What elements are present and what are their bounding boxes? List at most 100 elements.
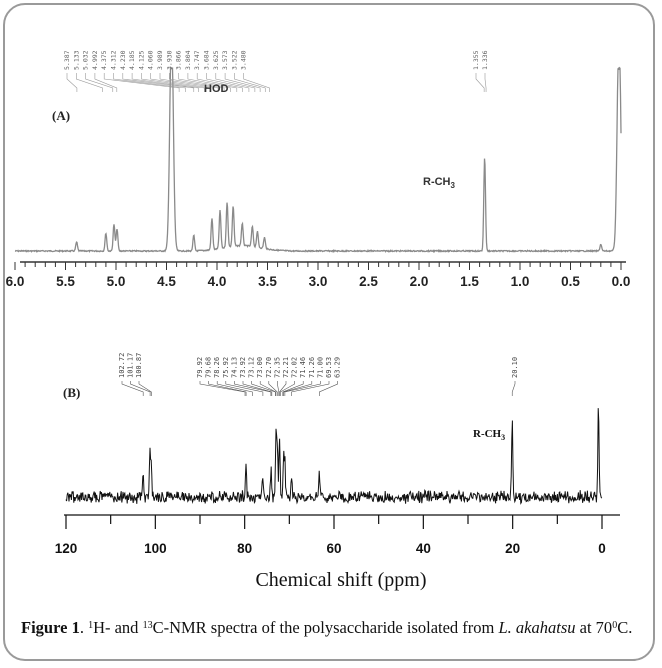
x-axis-title: Chemical shift (ppm): [255, 569, 426, 591]
panel-b-peak-label: 63.29: [334, 357, 342, 378]
panel-a-peak-label: 1.336: [481, 50, 489, 70]
panel-b-peak-label: 73.00: [256, 357, 264, 378]
panel-a-r-ch-subscript: 3: [451, 181, 456, 190]
panel-a-peak-label: 5.133: [72, 50, 80, 70]
panel-a-tick-label: 2.0: [410, 274, 429, 289]
panel-b-peak-label: 101.17: [127, 353, 135, 378]
panel-b-tick-label: 40: [416, 541, 431, 556]
panel-b-spectrum-trace: [65, 408, 603, 505]
panel-a-peak-leader: [103, 73, 180, 92]
hod-annotation: HOD: [204, 83, 229, 95]
figure-caption: Figure 1. 1H- and 13C-NMR spectra of the…: [21, 617, 641, 638]
panel-b-peak-label: 71.00: [316, 357, 324, 378]
panel-b-peak-label: 72.70: [265, 357, 273, 378]
panel-b-13c-spectrum: 120 100 80 60 40 20 0 102.72 101.17 100.87 79.92 7…: [55, 353, 620, 591]
panel-a-peak-label: 3.989: [156, 50, 164, 70]
panel-b-peak-label: 72.02: [291, 357, 299, 378]
panel-b-peak-label: 73.12: [248, 357, 256, 378]
panel-b-peak-label: 78.26: [213, 357, 221, 378]
panel-a-peak-leader: [94, 73, 118, 92]
panel-a-tick-label: 5.0: [107, 274, 126, 289]
panel-a-label: (A): [52, 108, 70, 123]
panel-b-peak-label: 72.35: [273, 357, 281, 378]
panel-b-peak-leader: [130, 381, 151, 396]
panel-a-tick-label: 4.5: [157, 274, 176, 289]
panel-b-peak-label: 72.21: [282, 357, 290, 378]
panel-b-ticks: 120 100 80 60 40 20 0: [55, 515, 606, 556]
panel-a-peak-label: 3.625: [212, 50, 220, 70]
panel-b-peak-leader: [319, 381, 338, 396]
panel-b-peak-leader: [199, 381, 246, 396]
panel-a-peak-leader: [122, 73, 195, 92]
caption-part-2: C-NMR spectra of the polysaccharide isol…: [152, 618, 499, 637]
panel-a-peak-label: 3.684: [203, 50, 211, 70]
panel-b-peak-leader: [268, 381, 278, 396]
panel-a-tick-label: 2.5: [359, 274, 378, 289]
panel-a-peak-leader: [243, 73, 270, 92]
panel-a-peak-label: 4.992: [91, 50, 99, 70]
panel-a-peak-label: 5.387: [63, 50, 71, 70]
panel-b-peak-leader: [251, 381, 276, 396]
panel-a-peak-leader: [159, 73, 219, 92]
panel-a-peak-label: 1.355: [472, 50, 480, 70]
panel-a-peak-label: 3.480: [240, 50, 248, 70]
panel-a-peak-label: 4.060: [147, 50, 155, 70]
panel-a-peak-leader: [475, 73, 485, 92]
panel-b-peak-leader: [234, 381, 272, 396]
caption-part-4: C.: [617, 618, 633, 637]
panel-b-peak-label: 71.26: [308, 357, 316, 378]
nmr-figure: 6.0 5.5 5.0 4.5 4.0 3.5 3.0 2.5 2.0 1.5 1.0 0.5 0.0 …: [6, 50, 631, 591]
panel-a-peak-leader: [206, 73, 250, 92]
panel-a-peak-leader: [196, 73, 243, 92]
panel-a-peak-label: 3.930: [165, 50, 173, 70]
panel-a-tick-label: 1.5: [460, 274, 479, 289]
panel-b-tick-label: 100: [144, 541, 167, 556]
panel-a-peak-leader: [169, 73, 225, 92]
panel-b-peak-leader: [242, 381, 273, 396]
panel-b-r-ch-subscript: 3: [501, 433, 505, 442]
panel-b-peak-label: 69.53: [325, 357, 333, 378]
panel-a-peak-label: 4.125: [137, 50, 145, 70]
panel-a-peak-label: 3.804: [184, 50, 192, 70]
panel-a-tick-label: 4.0: [208, 274, 227, 289]
panel-a-peak-leader: [113, 73, 186, 92]
panel-b-peak-leader: [138, 381, 152, 396]
caption-label: Figure 1: [21, 618, 80, 637]
panel-a-peak-leader: [141, 73, 205, 92]
panel-a-peak-label: 4.230: [119, 50, 127, 70]
panel-b-peak-leader: [511, 381, 516, 396]
panel-b-peak-label: 79.92: [196, 357, 204, 378]
panel-b-peak-label: 79.68: [205, 357, 213, 378]
panel-b-peak-leader: [216, 381, 253, 396]
panel-a-ticks: 6.0 5.5 5.0 4.5 4.0 3.5 3.0 2.5 2.0 1.5 1.0 0.5 0.0: [6, 262, 630, 289]
caption-sup-degree: 0: [612, 620, 618, 631]
panel-a-peak-label: 3.866: [175, 50, 183, 70]
panel-a-peak-leader: [131, 73, 199, 92]
caption-sup-1: 1: [88, 620, 94, 631]
panel-b-peak-label: 74.13: [230, 357, 238, 378]
panel-a-peak-label: 4.185: [128, 50, 136, 70]
panel-a-tick-label: 5.5: [56, 274, 75, 289]
panel-b-peak-label: 100.87: [135, 353, 143, 378]
panel-b-peak-leader: [291, 381, 330, 396]
panel-a-peak-label: 3.747: [193, 50, 201, 70]
panel-b-r-ch-text: R-CH: [473, 428, 502, 440]
panel-a-tick-label: 1.0: [511, 274, 530, 289]
panel-a-tick-label: 0.5: [561, 274, 580, 289]
panel-a-tick-label: 3.0: [309, 274, 328, 289]
panel-b-tick-label: 60: [326, 541, 341, 556]
panel-b-peak-label: 71.46: [299, 357, 307, 378]
panel-a-peak-leader: [234, 73, 266, 92]
panel-a-peak-label: 3.573: [221, 50, 229, 70]
panel-b-peak-label: 20.10: [511, 357, 519, 378]
panel-a-peak-label: 4.312: [110, 50, 118, 70]
panel-b-peak-leader: [282, 381, 304, 396]
caption-part-3: at 70: [575, 618, 613, 637]
panel-a-peak-label: 5.032: [82, 50, 90, 70]
panel-a-peak-leader: [178, 73, 231, 92]
panel-a-tick-label: 6.0: [6, 274, 25, 289]
panel-b-peak-labels: 102.72 101.17 100.87 79.92 79.68 78.26 75.92 74…: [118, 353, 519, 396]
figure-frame: [3, 3, 655, 661]
caption-sep: .: [79, 618, 89, 637]
panel-b-peak-leader: [259, 381, 277, 396]
